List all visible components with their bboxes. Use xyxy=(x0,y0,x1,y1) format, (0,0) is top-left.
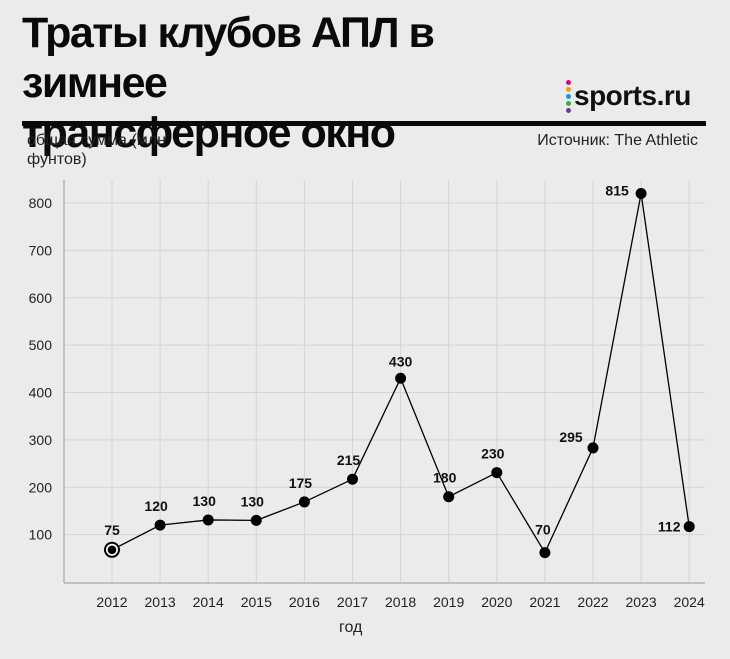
x-tick-label: 2017 xyxy=(337,594,368,610)
data-point xyxy=(347,473,358,485)
x-tick-label: 2018 xyxy=(385,594,416,610)
x-tick-label: 2015 xyxy=(241,594,272,610)
source-note: Источник: The Athletic xyxy=(537,132,698,149)
data-label: 130 xyxy=(193,493,217,509)
logo-dot xyxy=(566,86,571,92)
logo-dots-icon xyxy=(566,79,571,113)
sports-ru-logo: sports.ru xyxy=(566,76,691,116)
data-label: 130 xyxy=(241,493,265,509)
data-label: 230 xyxy=(481,446,505,462)
x-tick-label: 2014 xyxy=(193,594,224,610)
y-tick-label: 500 xyxy=(29,337,53,353)
data-label: 70 xyxy=(535,522,551,538)
y-tick-label: 400 xyxy=(29,385,53,401)
chart-title: Траты клубов АПЛ в зимнее трансферное ок… xyxy=(22,8,582,158)
data-point xyxy=(539,547,551,559)
data-point xyxy=(202,514,214,526)
y-tick-label: 600 xyxy=(29,290,53,306)
x-tick-label: 2021 xyxy=(529,594,560,610)
logo-dot xyxy=(566,107,571,113)
y-tick-label: 200 xyxy=(29,479,53,495)
data-point xyxy=(683,521,695,533)
y-tick-label: 100 xyxy=(29,527,53,543)
logo-dot xyxy=(566,100,571,106)
data-label: 120 xyxy=(144,498,168,514)
data-label: 430 xyxy=(389,353,413,369)
data-point xyxy=(491,467,503,479)
data-point xyxy=(635,188,647,200)
x-tick-label: 2013 xyxy=(145,594,176,610)
title-divider xyxy=(22,121,706,126)
title-line-2: трансферное окно xyxy=(22,109,396,157)
data-point xyxy=(443,491,455,503)
x-tick-label: 2022 xyxy=(577,594,608,610)
data-point xyxy=(298,496,310,508)
data-label: 180 xyxy=(433,470,457,486)
data-point xyxy=(154,519,166,531)
y-tick-label: 300 xyxy=(29,432,53,448)
data-point xyxy=(395,372,407,384)
x-tick-label: 2023 xyxy=(626,594,657,610)
data-point-center xyxy=(107,545,117,555)
data-point xyxy=(250,514,262,526)
x-tick-label: 2012 xyxy=(96,594,127,610)
x-axis-label: год xyxy=(339,619,363,636)
data-label: 295 xyxy=(559,429,583,445)
data-label: 215 xyxy=(337,452,361,468)
x-tick-label: 2020 xyxy=(481,594,512,610)
y-tick-label: 800 xyxy=(29,195,53,211)
logo-text: sports.ru xyxy=(574,80,691,111)
x-tick-label: 2016 xyxy=(289,594,320,610)
y-tick-label: 700 xyxy=(29,242,53,258)
data-label: 112 xyxy=(658,519,681,535)
logo-dot xyxy=(566,79,571,85)
data-point xyxy=(587,442,599,454)
logo-dot xyxy=(566,93,571,99)
y-axis-label: общая сумма (млн фунтов) xyxy=(27,132,166,168)
data-label: 175 xyxy=(289,475,313,491)
x-tick-label: 2019 xyxy=(433,594,464,610)
title-line-1: Траты клубов АПЛ в зимнее xyxy=(22,9,435,107)
x-tick-label: 2024 xyxy=(674,594,705,610)
data-label: 75 xyxy=(104,522,120,538)
data-label: 815 xyxy=(605,183,629,199)
